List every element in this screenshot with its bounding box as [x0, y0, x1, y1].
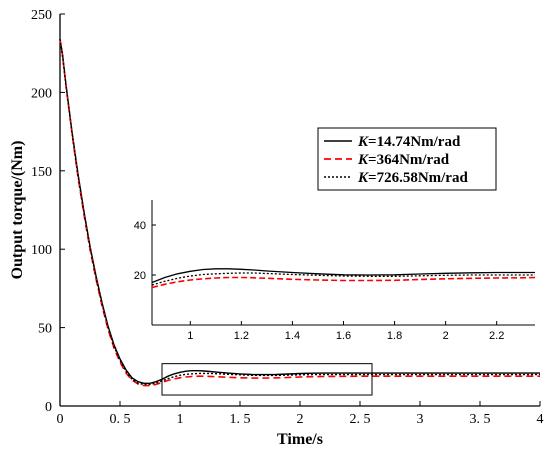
inset-series-line: [151, 276, 536, 289]
legend-label-value: =726.58Nm/rad: [368, 170, 468, 186]
inset-x-tick-label: 1.8: [387, 330, 402, 342]
y-tick-label: 100: [31, 243, 52, 258]
x-axis-label: Time/s: [277, 431, 323, 448]
x-tick-label: 2: [297, 412, 304, 427]
legend-label-variable: K: [357, 134, 369, 150]
x-tick-label: 3: [417, 412, 424, 427]
x-tick-label: 1. 5: [230, 412, 251, 427]
series-line: [59, 38, 540, 386]
legend-label-variable: K: [357, 152, 369, 168]
y-tick-label: 200: [31, 86, 52, 101]
legend-label: K=364Nm/rad: [357, 152, 450, 168]
x-tick-label: 0: [57, 412, 64, 427]
inset-plot: 1 1.2 1.4 1.6 1.8 2 2.2 20 40: [134, 200, 536, 342]
legend-label: K=726.58Nm/rad: [357, 170, 468, 186]
legend-label-variable: K: [357, 170, 369, 186]
x-tick-label: 1: [177, 412, 184, 427]
x-tick-label: 0. 5: [110, 412, 131, 427]
inset-series-line: [151, 268, 535, 284]
y-tick-label: 250: [31, 8, 52, 23]
y-axis-label: Output torque/(Nm): [9, 141, 26, 280]
inset-x-tick-label: 1.2: [234, 330, 249, 342]
inset-y-tick-label: 20: [134, 270, 146, 282]
y-tick-label: 150: [31, 165, 52, 180]
y-tick-label: 50: [38, 322, 52, 337]
inset-x-tick-label: 2.2: [489, 330, 504, 342]
inset-background: [152, 200, 535, 325]
x-tick-label: 2. 5: [350, 412, 371, 427]
inset-x-tick-label: 1.4: [285, 330, 300, 342]
inset-x-tick-label: 2: [443, 330, 449, 342]
x-tick-label: 3. 5: [470, 412, 491, 427]
inset-y-tick-label: 40: [134, 220, 146, 232]
legend-label-value: =14.74Nm/rad: [368, 134, 461, 150]
inset-series-line: [151, 272, 535, 286]
y-tick-label: 0: [45, 400, 52, 415]
zoom-rectangle: [161, 363, 373, 396]
inset-x-tick-label: 1.6: [336, 330, 351, 342]
x-tick-label: 4: [537, 412, 544, 427]
series-line: [59, 38, 540, 387]
zoom-box: [161, 363, 373, 396]
legend-label: K=14.74Nm/rad: [357, 134, 461, 150]
inset-x-tick-label: 1: [187, 330, 193, 342]
legend-label-value: =364Nm/rad: [368, 152, 450, 168]
